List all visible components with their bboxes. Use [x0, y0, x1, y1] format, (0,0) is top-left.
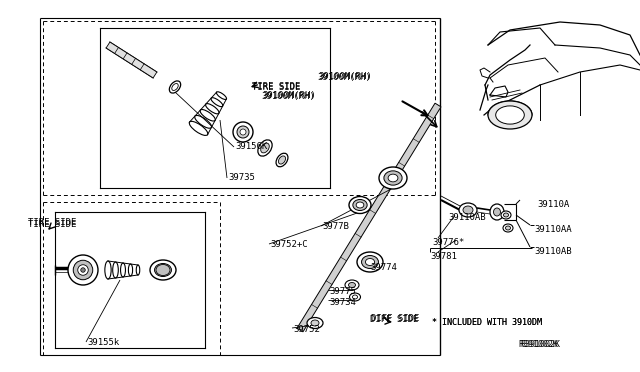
- Ellipse shape: [345, 280, 359, 290]
- Ellipse shape: [258, 140, 272, 156]
- Ellipse shape: [311, 320, 319, 326]
- Ellipse shape: [388, 174, 398, 182]
- Ellipse shape: [349, 196, 371, 214]
- Ellipse shape: [237, 126, 249, 138]
- Ellipse shape: [356, 202, 364, 208]
- Text: TIRE SIDE: TIRE SIDE: [28, 218, 76, 227]
- Ellipse shape: [170, 81, 180, 93]
- Text: R391002K: R391002K: [518, 340, 558, 349]
- Text: 39110A: 39110A: [537, 200, 569, 209]
- Text: DIFF SIDE: DIFF SIDE: [371, 314, 419, 323]
- Ellipse shape: [493, 208, 500, 216]
- Text: 39110AA: 39110AA: [534, 225, 572, 234]
- Ellipse shape: [365, 259, 374, 266]
- Polygon shape: [106, 42, 157, 78]
- Text: TIRE SIDE: TIRE SIDE: [252, 82, 300, 91]
- Text: 39776*: 39776*: [432, 238, 464, 247]
- Text: TIRE SIDE: TIRE SIDE: [252, 83, 300, 92]
- Ellipse shape: [362, 256, 378, 269]
- Ellipse shape: [504, 213, 509, 217]
- Polygon shape: [297, 103, 441, 332]
- Ellipse shape: [506, 226, 511, 230]
- Text: 39100M(RH): 39100M(RH): [261, 92, 315, 101]
- Ellipse shape: [276, 153, 288, 167]
- Ellipse shape: [357, 252, 383, 272]
- Ellipse shape: [68, 255, 98, 285]
- Text: 39156K: 39156K: [235, 142, 268, 151]
- Ellipse shape: [156, 264, 170, 276]
- Ellipse shape: [463, 206, 473, 214]
- Text: 39100M(RH): 39100M(RH): [262, 91, 316, 100]
- Ellipse shape: [501, 211, 511, 219]
- Ellipse shape: [307, 317, 323, 328]
- Ellipse shape: [278, 156, 285, 164]
- Ellipse shape: [353, 199, 367, 211]
- Text: 39752+C: 39752+C: [270, 240, 308, 249]
- Ellipse shape: [154, 263, 172, 276]
- Ellipse shape: [488, 101, 532, 129]
- Ellipse shape: [459, 203, 477, 217]
- Ellipse shape: [379, 167, 407, 189]
- Ellipse shape: [172, 84, 178, 90]
- Ellipse shape: [77, 265, 88, 275]
- Ellipse shape: [159, 266, 168, 273]
- Text: 39110AB: 39110AB: [448, 213, 486, 222]
- Text: 3977B: 3977B: [322, 222, 349, 231]
- Ellipse shape: [349, 293, 360, 301]
- Text: 39735: 39735: [228, 173, 255, 182]
- Ellipse shape: [81, 268, 85, 272]
- Ellipse shape: [496, 106, 524, 124]
- Ellipse shape: [240, 129, 246, 135]
- Text: TIRE SIDE: TIRE SIDE: [28, 220, 76, 229]
- Text: 39155k: 39155k: [87, 338, 119, 347]
- Ellipse shape: [73, 260, 93, 280]
- Text: 39752: 39752: [293, 325, 320, 334]
- Ellipse shape: [150, 260, 176, 280]
- Text: DIFF SIDE: DIFF SIDE: [370, 315, 419, 324]
- Text: 39100M(RH): 39100M(RH): [317, 73, 371, 82]
- Ellipse shape: [384, 171, 402, 185]
- Text: 39100M(RH): 39100M(RH): [318, 72, 372, 81]
- Ellipse shape: [490, 204, 504, 220]
- Ellipse shape: [260, 143, 269, 153]
- Text: 39734: 39734: [329, 298, 356, 307]
- Ellipse shape: [353, 295, 358, 299]
- Text: R391002K: R391002K: [520, 340, 560, 349]
- Text: * INCLUDED WITH 3910DM: * INCLUDED WITH 3910DM: [432, 318, 542, 327]
- Ellipse shape: [233, 122, 253, 142]
- Ellipse shape: [349, 282, 355, 288]
- Text: * INCLUDED WITH 3910DM: * INCLUDED WITH 3910DM: [432, 318, 542, 327]
- Ellipse shape: [503, 224, 513, 232]
- Text: 39110AB: 39110AB: [534, 247, 572, 256]
- Text: 39774: 39774: [370, 263, 397, 272]
- Text: 39781: 39781: [430, 252, 457, 261]
- Text: 39775: 39775: [329, 287, 356, 296]
